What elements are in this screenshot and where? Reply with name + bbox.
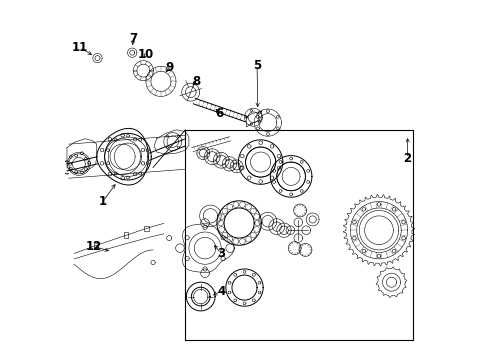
Text: 6: 6 (215, 107, 223, 120)
Text: 9: 9 (165, 60, 173, 73)
Text: 5: 5 (252, 59, 261, 72)
Bar (185, 130, 412, 339)
Text: 2: 2 (403, 152, 411, 165)
Bar (144, 226, 148, 231)
Text: 10: 10 (138, 48, 154, 61)
Bar (94, 243, 98, 248)
Text: 11: 11 (71, 41, 87, 54)
Text: 4: 4 (217, 285, 225, 298)
Text: 8: 8 (192, 75, 200, 88)
Text: 7: 7 (129, 32, 137, 45)
Text: 3: 3 (217, 247, 225, 260)
Bar (124, 232, 128, 238)
Text: 12: 12 (85, 240, 102, 253)
Text: 1: 1 (99, 195, 107, 208)
